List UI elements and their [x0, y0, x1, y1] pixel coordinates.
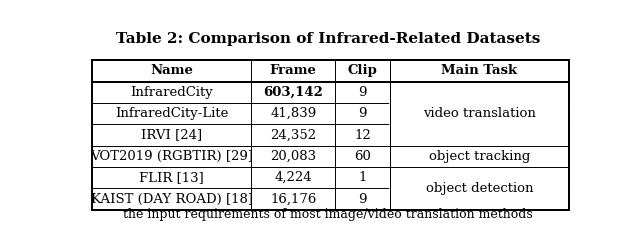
- Text: Main Task: Main Task: [441, 65, 517, 77]
- Text: 9: 9: [358, 193, 367, 206]
- Text: FLIR [13]: FLIR [13]: [140, 171, 204, 184]
- Text: 20,083: 20,083: [270, 150, 316, 163]
- Text: 4,224: 4,224: [275, 171, 312, 184]
- Text: Name: Name: [150, 65, 193, 77]
- Text: the input requirements of most image/video translation methods: the input requirements of most image/vid…: [123, 208, 533, 221]
- Text: 24,352: 24,352: [270, 129, 316, 142]
- Text: 1: 1: [358, 171, 367, 184]
- Text: object tracking: object tracking: [429, 150, 530, 163]
- Text: 41,839: 41,839: [270, 107, 316, 120]
- Text: Table 2: Comparison of Infrared-Related Datasets: Table 2: Comparison of Infrared-Related …: [116, 32, 540, 46]
- Text: 603,142: 603,142: [263, 86, 323, 99]
- Text: KAIST (DAY ROAD) [18]: KAIST (DAY ROAD) [18]: [91, 193, 253, 206]
- Text: 12: 12: [355, 129, 371, 142]
- Text: InfraredCity-Lite: InfraredCity-Lite: [115, 107, 228, 120]
- Text: Clip: Clip: [348, 65, 378, 77]
- Text: VOT2019 (RGBTIR) [29]: VOT2019 (RGBTIR) [29]: [90, 150, 253, 163]
- Text: 9: 9: [358, 107, 367, 120]
- Text: 16,176: 16,176: [270, 193, 316, 206]
- Text: IRVI [24]: IRVI [24]: [141, 129, 202, 142]
- Text: video translation: video translation: [423, 107, 536, 120]
- Text: object detection: object detection: [426, 182, 533, 195]
- Text: 9: 9: [358, 86, 367, 99]
- Text: InfraredCity: InfraredCity: [131, 86, 213, 99]
- Text: 60: 60: [355, 150, 371, 163]
- Text: Frame: Frame: [270, 65, 317, 77]
